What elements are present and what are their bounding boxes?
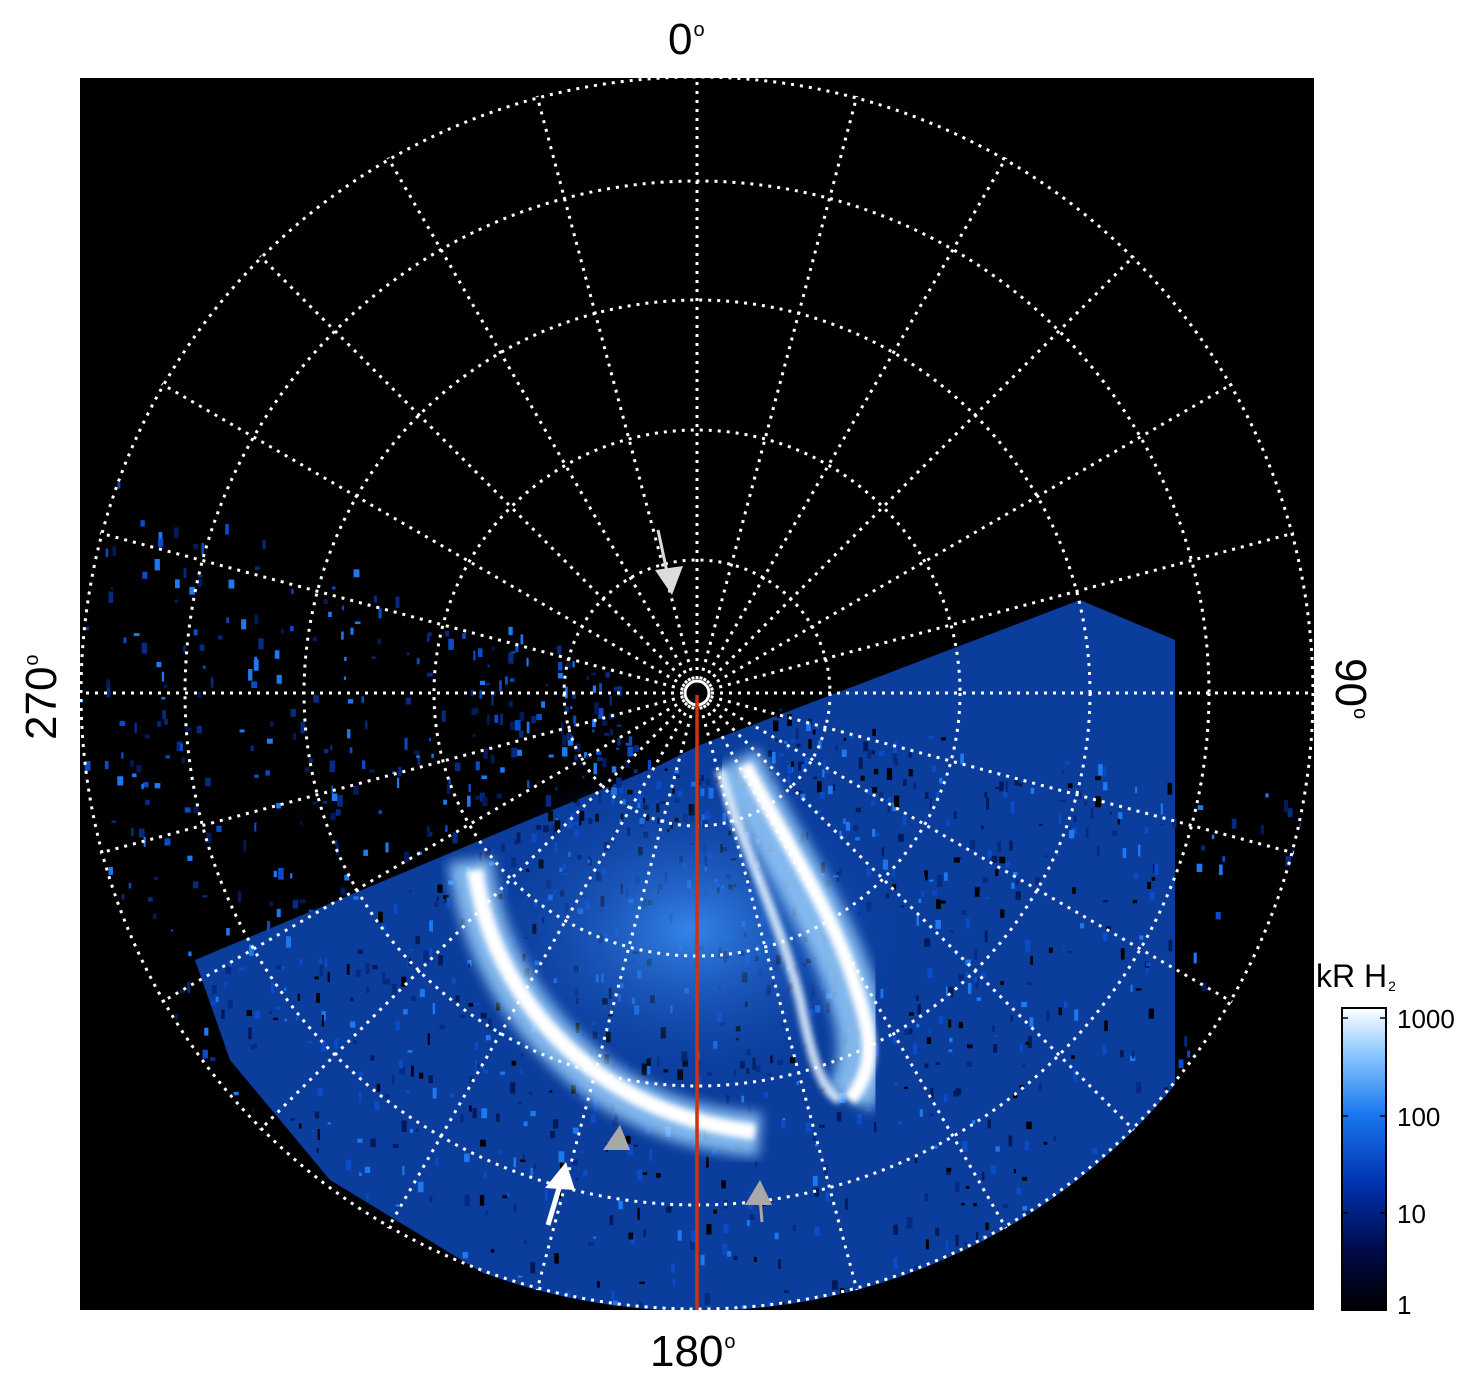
longitude-line	[702, 157, 1008, 682]
longitude-line	[386, 157, 692, 682]
auroral-arc-right-core	[738, 761, 876, 1105]
longitude-line	[161, 698, 686, 1004]
arrow-gray-right	[745, 1180, 772, 1223]
longitude-line	[705, 701, 1136, 1132]
longitude-line	[535, 706, 695, 1291]
longitude-line	[258, 254, 689, 685]
colorbar-tick-label: 1000	[1397, 1004, 1455, 1034]
longitude-line	[710, 695, 1295, 855]
longitude-line	[702, 704, 1008, 1229]
longitude-line	[710, 531, 1295, 691]
label-east: 90o	[1326, 658, 1375, 720]
longitude-line	[699, 706, 859, 1291]
label-south: 180o	[650, 1327, 736, 1376]
colorbar-title: kR H2	[1316, 958, 1396, 994]
auroral-arc-left-core	[467, 868, 757, 1140]
colorbar	[1341, 1007, 1387, 1311]
label-north: 0o	[668, 15, 705, 64]
longitude-line	[708, 382, 1233, 688]
longitude-line	[699, 95, 859, 680]
longitude-line	[705, 254, 1136, 685]
colorbar-tick-label: 10	[1397, 1199, 1426, 1229]
arrowhead-gray-left	[603, 1125, 630, 1150]
longitude-line	[161, 382, 686, 688]
longitude-line	[99, 531, 684, 691]
colorbar-ticks	[1342, 1017, 1386, 1214]
arrow-white-lower	[545, 1162, 575, 1226]
arrow-north	[655, 529, 683, 595]
colorbar-tick-label: 1	[1397, 1290, 1412, 1320]
longitude-line	[99, 695, 684, 855]
colorbar-tick-label: 100	[1397, 1102, 1441, 1132]
longitude-line	[708, 698, 1233, 1004]
longitude-line	[258, 701, 689, 1132]
longitude-line	[386, 704, 692, 1229]
auroral-arc-right-inner	[715, 768, 843, 1105]
label-west: 270o	[17, 654, 66, 740]
